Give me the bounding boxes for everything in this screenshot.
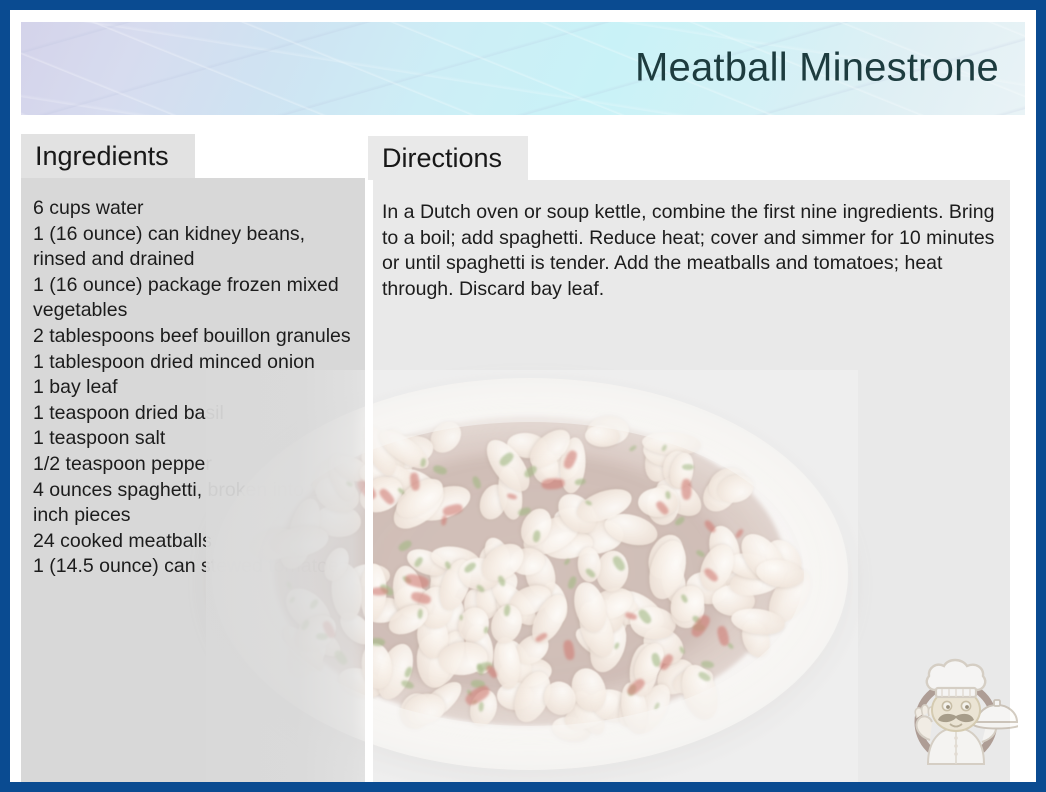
page-title: Meatball Minestrone [635, 45, 999, 90]
tab-ingredients[interactable]: Ingredients [21, 134, 195, 178]
ingredient-item: 1 teaspoon dried basil [33, 401, 224, 424]
ingredients-list: 6 cups water 1 (16 ounce) can kidney bean… [33, 196, 355, 580]
recipe-page: Meatball Minestrone Ingredients 6 cups w… [10, 10, 1036, 782]
tab-ingredients-label: Ingredients [35, 140, 169, 171]
ingredient-item: 1 (16 ounce) package frozen mixed vegeta… [33, 273, 339, 322]
ingredient-item: 1 teaspoon salt [33, 427, 166, 450]
ingredient-item: 2 tablespoons beef bouillon granules [33, 324, 351, 347]
ingredient-item: 1 (16 ounce) can kidney beans, rinsed an… [33, 222, 306, 271]
header-banner: Meatball Minestrone [21, 22, 1025, 115]
directions-text: In a Dutch oven or soup kettle, combine … [382, 201, 995, 300]
ingredient-item: 24 cooked meatballs [33, 529, 212, 552]
ingredient-item: 1 tablespoon dried minced onion [33, 350, 315, 373]
tab-directions-label: Directions [382, 142, 503, 173]
panel-divider [365, 178, 373, 782]
chef-mascot-logo [898, 652, 1018, 770]
ingredient-item: 1 (14.5 ounce) can stewed tomatoes [33, 555, 349, 578]
tab-directions[interactable]: Directions [368, 136, 529, 180]
ingredient-item: 4 ounces spaghetti, broken into 2-inch p… [33, 478, 327, 527]
ingredient-item: 1/2 teaspoon pepper [33, 452, 212, 475]
ingredients-panel: 6 cups water 1 (16 ounce) can kidney bean… [21, 178, 365, 782]
ingredient-item: 6 cups water [33, 197, 144, 219]
ingredient-item: 1 bay leaf [33, 376, 118, 399]
